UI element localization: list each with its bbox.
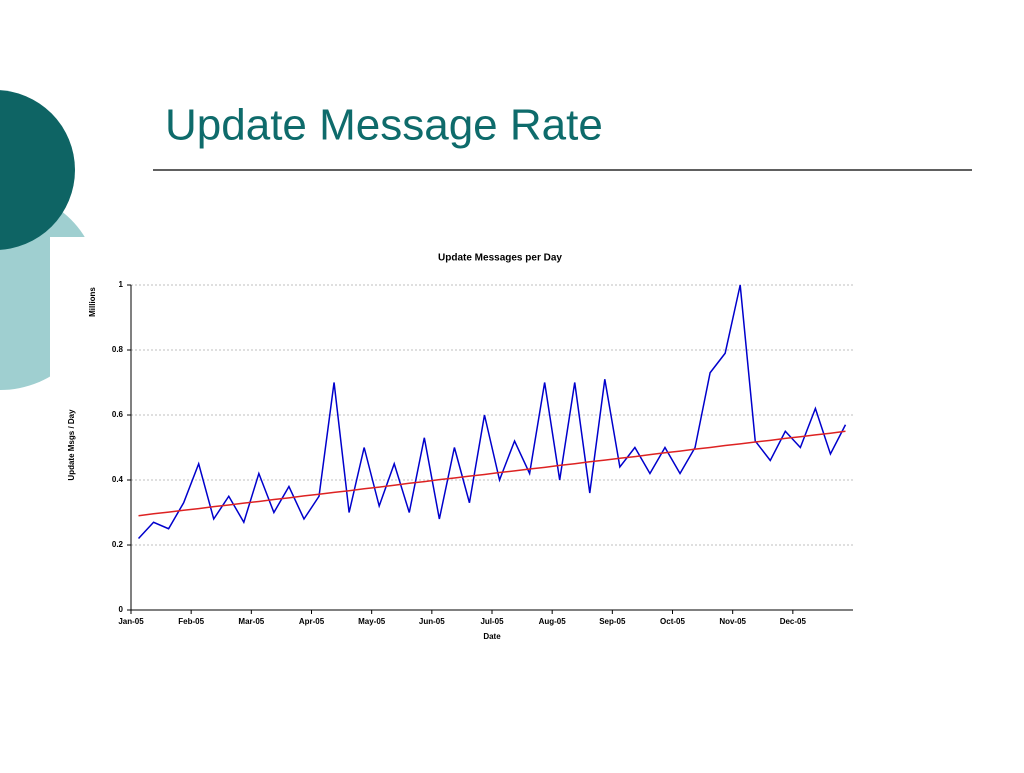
x-tick-label: Aug-05 (539, 617, 567, 626)
y-tick-label: 0 (119, 605, 124, 614)
x-tick-label: Jan-05 (118, 617, 144, 626)
series-line (138, 430, 846, 517)
x-tick-label: Feb-05 (178, 617, 204, 626)
x-tick-label: May-05 (358, 617, 386, 626)
x-tick-label: Mar-05 (238, 617, 264, 626)
x-axis-label: Date (483, 632, 501, 641)
y-tick-label: 0.8 (112, 345, 124, 354)
y-tick-label: 0.4 (112, 475, 124, 484)
x-tick-label: Dec-05 (780, 617, 807, 626)
chart-title: Update Messages per Day (438, 253, 562, 264)
x-tick-label: Oct-05 (660, 617, 685, 626)
x-tick-label: Jul-05 (480, 617, 504, 626)
y-tick-label: 0.2 (112, 540, 124, 549)
x-tick-label: Nov-05 (719, 617, 746, 626)
y-tick-label: 1 (119, 280, 124, 289)
series-line (137, 284, 847, 540)
slide-title: Update Message Rate (165, 101, 603, 150)
y-axis-label: Update Msgs / Day (67, 409, 76, 481)
deco-circle (0, 90, 75, 250)
x-tick-label: Jun-05 (419, 617, 445, 626)
chart-background (50, 237, 900, 657)
y-unit-label: Millions (88, 287, 97, 317)
x-tick-label: Apr-05 (299, 617, 325, 626)
y-tick-label: 0.6 (112, 410, 124, 419)
x-tick-label: Sep-05 (599, 617, 626, 626)
